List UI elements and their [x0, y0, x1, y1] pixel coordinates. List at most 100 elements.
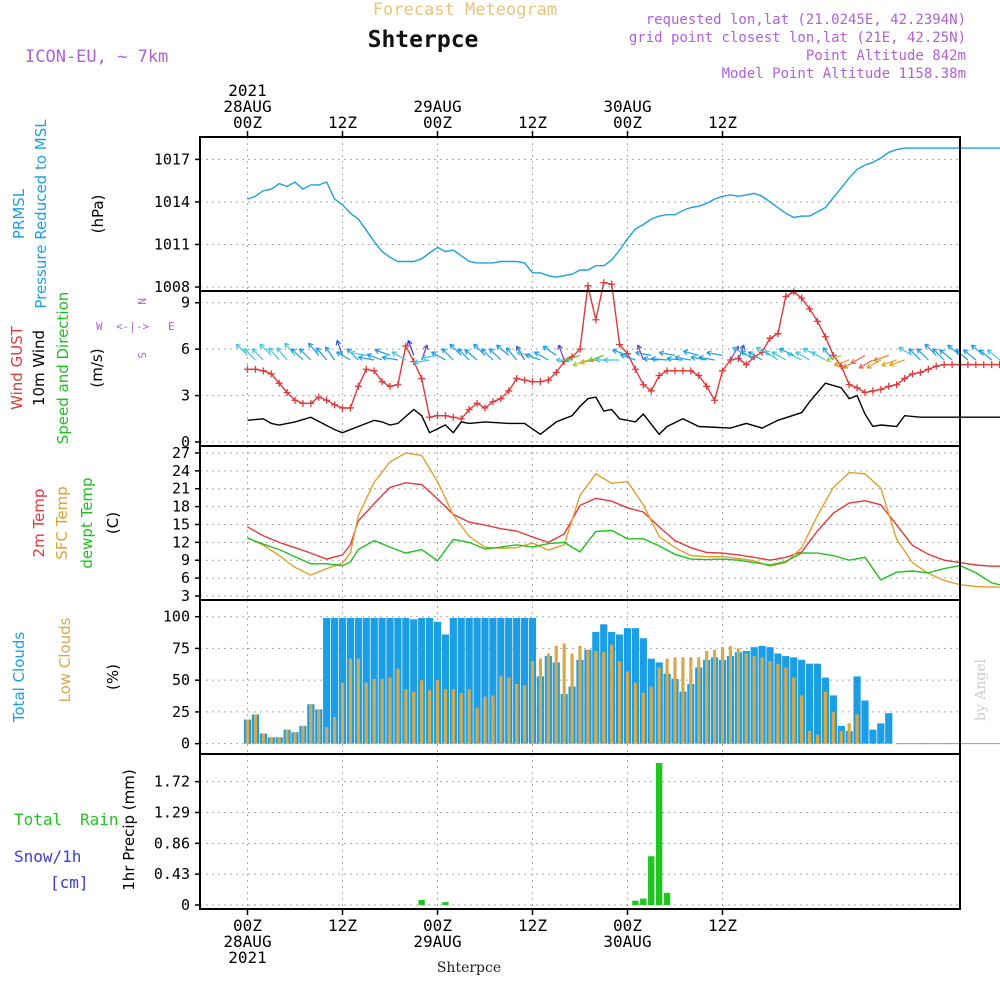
bar-low-clouds [396, 669, 399, 744]
point-altitude: Point Altitude 842m [806, 48, 966, 64]
bar-low-clouds [713, 650, 716, 744]
x-tick-label-bottom: 12Z [328, 916, 357, 935]
series-line [248, 383, 1000, 434]
gust-marker [387, 383, 394, 390]
bar-low-clouds [665, 659, 668, 744]
x-tick-label-top: 00Z [233, 113, 262, 132]
gust-marker [418, 375, 425, 382]
bar-low-clouds [515, 684, 518, 744]
gust-marker [869, 387, 876, 394]
wind-arrow [442, 349, 453, 360]
bar-rain [442, 902, 448, 905]
series-line-tail [810, 148, 1000, 216]
bar-low-clouds [705, 651, 708, 744]
wind-arrow [874, 355, 889, 361]
bar-low-clouds [412, 692, 415, 744]
dewpt-label: dewpt Temp [78, 477, 96, 568]
gust-marker [988, 361, 995, 368]
gust-marker [964, 361, 971, 368]
gust-marker [426, 414, 433, 421]
gust-marker [854, 384, 861, 391]
gust-marker [592, 316, 599, 323]
gust-marker [347, 404, 354, 411]
low-clouds-label: Low Clouds [56, 617, 74, 702]
sfc-label: SFC Temp [53, 486, 71, 559]
bar-low-clouds [246, 720, 249, 744]
gust-marker [363, 366, 370, 373]
y-tick-label: 50 [172, 671, 190, 689]
gust-marker [917, 369, 924, 376]
bar-total-clouds [885, 713, 892, 743]
bar-low-clouds [285, 730, 288, 744]
bar-low-clouds [737, 648, 740, 743]
wind-arrow [543, 346, 556, 355]
gust-marker [877, 386, 884, 393]
wind-arrow [604, 358, 620, 363]
snow-label: Snow/1h [14, 847, 81, 866]
bar-low-clouds [373, 679, 376, 744]
bar-low-clouds [499, 676, 502, 743]
gust-marker [782, 293, 789, 300]
wind-arrow [812, 352, 826, 360]
gust-marker [244, 366, 251, 373]
y-tick-label: 3 [181, 587, 190, 605]
temp-label: 2m Temp [30, 489, 48, 558]
bar-low-clouds [563, 643, 566, 743]
wind-arrow [659, 351, 675, 356]
y-tick-label: 1.72 [154, 773, 190, 791]
bar-low-clouds [768, 661, 771, 744]
temp-unit: (C) [104, 512, 122, 534]
bar-low-clouds [262, 733, 265, 743]
supertitle: Forecast Meteogram [373, 0, 557, 20]
wind-arrow [779, 348, 794, 355]
gust-marker [355, 383, 362, 390]
wind-arrow [667, 357, 683, 362]
bar-low-clouds [721, 647, 724, 743]
y-tick-label: 0.86 [154, 834, 190, 852]
bar-low-clouds [650, 687, 653, 744]
y-tick-label: 100 [163, 608, 190, 626]
bar-rain [418, 900, 424, 905]
snow-unit: [cm] [50, 873, 89, 892]
compass-e: E [168, 320, 175, 333]
y-tick-label: 25 [172, 703, 190, 721]
gust-marker [925, 366, 932, 373]
bar-low-clouds [357, 659, 360, 744]
total-clouds-label: Total Clouds [10, 632, 28, 724]
wind-label: 10m Wind [30, 330, 48, 406]
bar-low-clouds [317, 709, 320, 743]
bar-total-clouds [814, 664, 821, 744]
y-tick-label: 6 [181, 569, 190, 587]
gust-marker [949, 361, 956, 368]
bar-low-clouds [254, 714, 257, 743]
bar-low-clouds [824, 692, 827, 744]
gust-marker [632, 366, 639, 373]
x-tick-label-bottom: 29AUG [413, 932, 461, 951]
gust-marker [972, 361, 979, 368]
bar-low-clouds [840, 731, 843, 744]
bar-rain [656, 763, 662, 905]
precip-axis-label: 1hr Precip (mm) [120, 769, 138, 890]
y-tick-label: 1011 [154, 235, 190, 253]
wind-arrow [408, 340, 414, 355]
y-tick-label: 9 [181, 294, 190, 312]
bar-low-clouds [436, 680, 439, 743]
gust-marker [664, 367, 671, 374]
bar-low-clouds [586, 650, 589, 744]
bar-low-clouds [547, 654, 550, 744]
bar-low-clouds [420, 680, 423, 743]
gust-marker [822, 333, 829, 340]
bar-low-clouds [784, 667, 787, 743]
compass-w: W [96, 320, 103, 333]
bar-rain [632, 901, 638, 905]
bar-low-clouds [753, 656, 756, 744]
gust-marker [299, 400, 306, 407]
series-line [248, 530, 1000, 586]
gust-marker [909, 370, 916, 377]
gust-marker [323, 397, 330, 404]
gust-marker [339, 404, 346, 411]
gust-marker [584, 282, 591, 289]
bar-low-clouds [578, 646, 581, 744]
bar-rain [664, 893, 670, 905]
